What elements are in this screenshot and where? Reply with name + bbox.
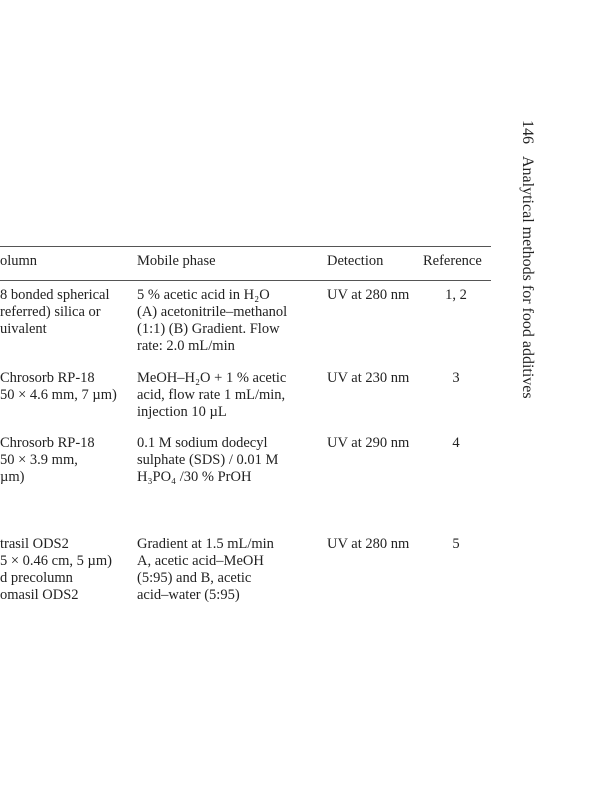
cell-column: 8 bonded spherical referred) silica or uiv…: [0, 287, 110, 338]
header-detection: Detection: [327, 253, 384, 269]
cell-column: trasil ODS2 5 × 0.46 cm, 5 µm) d precolumn…: [0, 536, 112, 604]
cell-reference-line: 1, 2: [445, 287, 467, 303]
cell-column-line: uivalent: [0, 321, 47, 337]
cell-column-line: trasil ODS2: [0, 536, 69, 552]
cell-column-line: 50 × 3.9 mm,: [0, 452, 78, 468]
cell-mobile-phase: 0.1 M sodium dodecyl sulphate (SDS) / 0.0…: [137, 435, 278, 486]
cell-detection-line: UV at 290 nm: [327, 435, 410, 451]
cell-column-line: referred) silica or: [0, 304, 101, 320]
cell-detection: UV at 280 nm: [327, 287, 409, 304]
running-title: Analytical methods for food additives: [519, 156, 536, 399]
cell-column-line: omasil ODS2: [0, 587, 79, 603]
cell-reference: 5: [421, 536, 491, 553]
cell-mobile-phase-line: H₃PO₄ /30 % PrOH: [137, 469, 252, 485]
cell-detection-line: UV at 280 nm: [327, 287, 410, 303]
cell-mobile-phase-line: MeOH–H₂O + 1 % acetic: [137, 370, 287, 386]
cell-reference: 3: [421, 370, 491, 387]
cell-mobile-phase: 5 % acetic acid in H₂O (A) acetonitrile–m…: [137, 287, 287, 355]
cell-mobile-phase: MeOH–H₂O + 1 % acetic acid, flow rate 1 m…: [137, 370, 286, 421]
cell-column-line: Chrosorb RP-18: [0, 435, 95, 451]
cell-reference-line: 3: [452, 370, 460, 386]
page-number: 146: [519, 120, 536, 144]
cell-column: Chrosorb RP-18 50 × 3.9 mm, µm): [0, 435, 95, 486]
cell-column-line: 8 bonded spherical: [0, 287, 110, 303]
cell-mobile-phase-line: sulphate (SDS) / 0.01 M: [137, 452, 279, 468]
cell-mobile-phase-line: 5 % acetic acid in H₂O: [137, 287, 270, 303]
cell-reference-line: 4: [452, 435, 460, 451]
running-header: 146 Analytical methods for food additives: [518, 120, 536, 399]
cell-reference-line: 5: [452, 536, 460, 552]
table-header-rule: [0, 280, 491, 281]
cell-column-line: µm): [0, 469, 25, 485]
cell-reference: 1, 2: [421, 287, 491, 304]
cell-mobile-phase-line: (5:95) and B, acetic: [137, 570, 252, 586]
cell-mobile-phase-line: rate: 2.0 mL/min: [137, 338, 235, 354]
cell-mobile-phase-line: Gradient at 1.5 mL/min: [137, 536, 274, 552]
cell-column-line: Chrosorb RP-18: [0, 370, 95, 386]
cell-mobile-phase-line: 0.1 M sodium dodecyl: [137, 435, 268, 451]
table-top-rule: [0, 246, 491, 247]
cell-detection: UV at 280 nm: [327, 536, 409, 553]
cell-reference: 4: [421, 435, 491, 452]
cell-detection: UV at 230 nm: [327, 370, 409, 387]
cell-detection-line: UV at 230 nm: [327, 370, 410, 386]
cell-mobile-phase-line: (1:1) (B) Gradient. Flow: [137, 321, 280, 337]
cell-mobile-phase-line: acid, flow rate 1 mL/min,: [137, 387, 286, 403]
cell-mobile-phase: Gradient at 1.5 mL/min A, acetic acid–MeO…: [137, 536, 274, 604]
cell-detection: UV at 290 nm: [327, 435, 409, 452]
cell-column-line: d precolumn: [0, 570, 73, 586]
cell-column: Chrosorb RP-18 50 × 4.6 mm, 7 µm): [0, 370, 117, 404]
cell-column-line: 50 × 4.6 mm, 7 µm): [0, 387, 117, 403]
header-mobile-phase: Mobile phase: [137, 253, 216, 269]
cell-mobile-phase-line: A, acetic acid–MeOH: [137, 553, 264, 569]
cell-detection-line: UV at 280 nm: [327, 536, 410, 552]
header-reference: Reference: [423, 253, 482, 269]
cell-mobile-phase-line: injection 10 µL: [137, 404, 227, 420]
cell-mobile-phase-line: (A) acetonitrile–methanol: [137, 304, 288, 320]
cell-column-line: 5 × 0.46 cm, 5 µm): [0, 553, 112, 569]
cell-mobile-phase-line: acid–water (5:95): [137, 587, 240, 603]
header-column: olumn: [0, 253, 38, 269]
